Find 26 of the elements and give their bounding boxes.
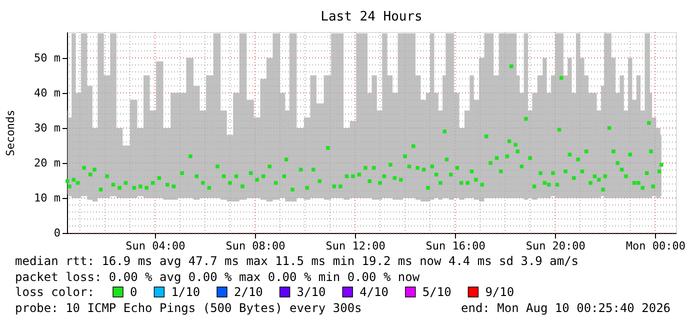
y-axis-title: Seconds bbox=[4, 110, 18, 156]
legend-label: 1/10 bbox=[171, 285, 200, 299]
y-tick-label: 30 m bbox=[34, 121, 61, 134]
chart-title: Last 24 Hours bbox=[320, 10, 422, 24]
text: probe: 10 ICMP Echo Pings (500 Bytes) every 300s bbox=[15, 301, 362, 315]
legend-label: 4/10 bbox=[360, 285, 389, 299]
y-tick-label: 50 m bbox=[34, 51, 61, 64]
x-tick-label: Sun 12:00 bbox=[326, 240, 386, 252]
legend-title: loss color: bbox=[15, 285, 94, 299]
x-tick-label: Mon 00:00 bbox=[626, 240, 686, 252]
text: end: Mon Aug 10 00:25:40 2026 bbox=[461, 301, 671, 315]
y-tick-label: 20 m bbox=[34, 156, 61, 170]
legend-label: 3/10 bbox=[296, 285, 326, 299]
x-tick-label: Sun 16:00 bbox=[426, 240, 486, 252]
text: packet loss: 0.00 % avg 0.00 % max 0.00 % min 0.00 % now bbox=[15, 270, 420, 284]
x-tick-label: Sun 08:00 bbox=[226, 240, 286, 252]
y-tick-label: 10 m bbox=[34, 191, 61, 204]
y-tick-label: 40 m bbox=[34, 86, 61, 100]
legend-label: 9/10 bbox=[485, 285, 514, 299]
text: median rtt: 16.9 ms avg 47.7 ms max 11.5 ms min 19.2 ms now 4.4 ms sd 3.9 am/s bbox=[15, 254, 579, 268]
legend-label: 2/10 bbox=[234, 285, 263, 299]
x-tick-label: Sun 04:00 bbox=[126, 240, 186, 252]
y-tick-label: 0 bbox=[54, 226, 60, 240]
legend-label: 0 bbox=[130, 285, 138, 299]
x-tick-label: Sun 20:00 bbox=[526, 240, 586, 252]
legend-label: 5/10 bbox=[422, 285, 452, 299]
